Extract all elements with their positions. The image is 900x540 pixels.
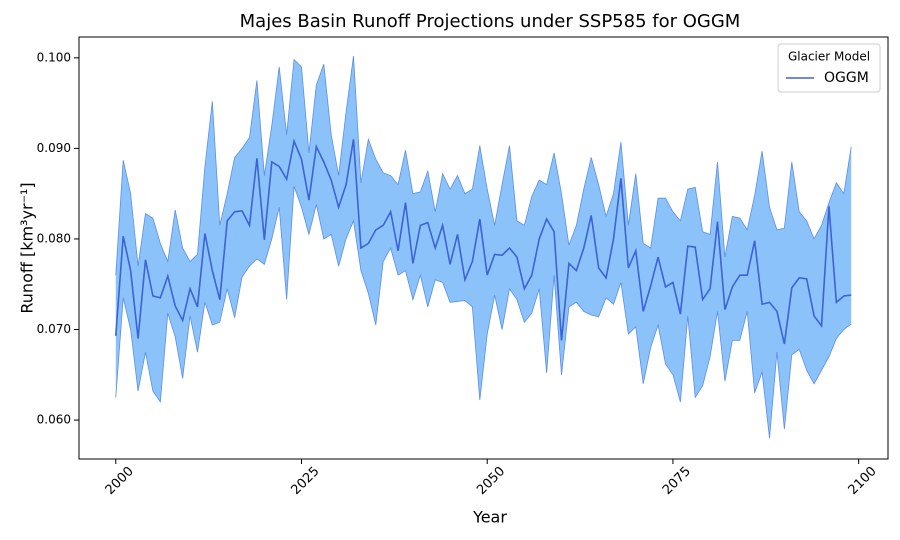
y-tick-label: 0.070	[37, 322, 71, 336]
y-tick-label: 0.060	[37, 413, 71, 427]
plot-frame	[78, 36, 889, 460]
y-tick-label: 0.080	[37, 231, 71, 245]
legend-title: Glacier Model	[788, 50, 870, 64]
x-tick-label: 2025	[288, 464, 322, 498]
y-axis-label: Runoff [km³yr⁻¹]	[18, 182, 37, 313]
series-line	[114, 138, 852, 345]
x-tick-label: 2100	[846, 464, 880, 498]
y-tick-label: 0.100	[37, 50, 71, 64]
x-tick-label: 2075	[660, 464, 694, 498]
x-axis-label: Year	[472, 508, 507, 527]
legend: Glacier Model OGGM	[777, 43, 881, 93]
chart-title: Majes Basin Runoff Projections under SSP…	[240, 11, 741, 32]
band-edge	[115, 186, 852, 439]
y-tick-label: 0.090	[37, 141, 71, 155]
legend-label: OGGM	[824, 70, 869, 86]
band-edge	[115, 55, 852, 276]
x-tick-label: 2050	[474, 464, 508, 498]
x-tick-label: 2000	[103, 464, 137, 498]
legend-box	[777, 43, 881, 93]
